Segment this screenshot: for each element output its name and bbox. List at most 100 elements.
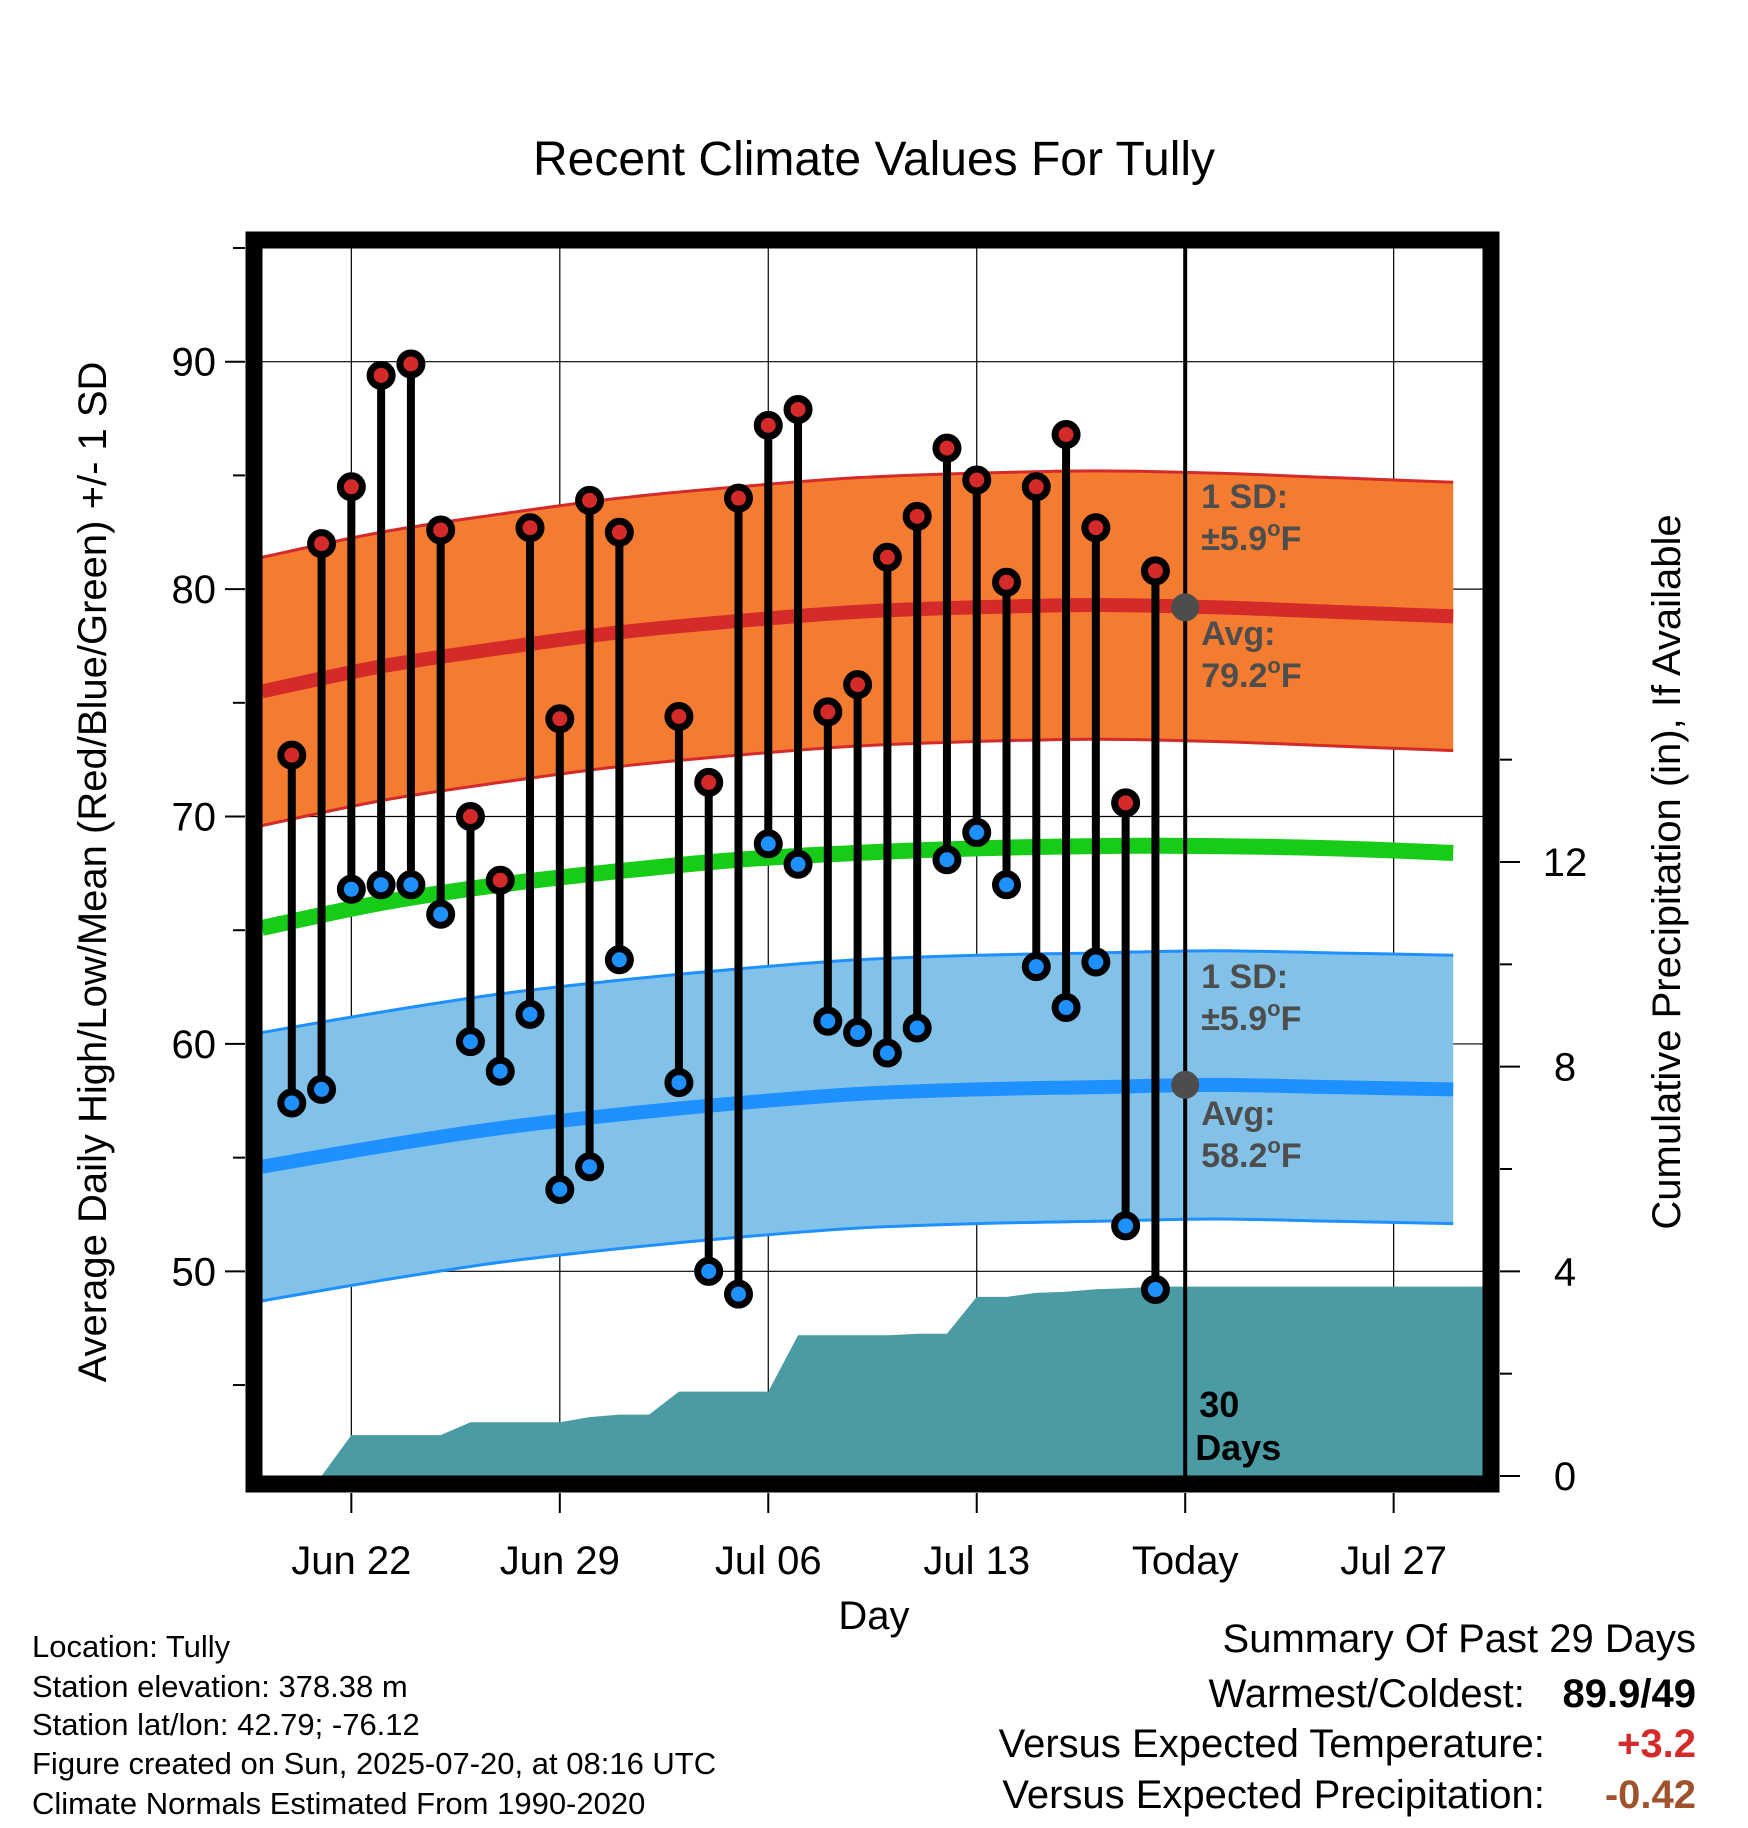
y-left-tick-label: 80 [172,568,217,612]
low-point [545,1174,575,1204]
precipitation-area [262,1286,1483,1476]
summary-warmest-value: 89.9/49 [1562,1672,1696,1716]
high-point [992,567,1022,597]
precip-area [262,1286,1483,1476]
x-axis-title: Day [838,1594,909,1638]
high-point [664,701,694,731]
daily-points [277,349,1170,1309]
summary-temp-value: +3.2 [1617,1722,1696,1766]
y-right-tick-label: 4 [1554,1250,1576,1294]
high-point [277,740,307,770]
y-axis-left-title: Average Daily High/Low/Mean (Red/Blue/Gr… [71,362,115,1383]
x-tick-label: Jun 29 [500,1539,620,1583]
high-point [396,349,426,379]
summary-temp-label: Versus Expected Temperature: [998,1722,1545,1766]
high-point [366,360,396,390]
y-right-tick-label: 12 [1543,841,1588,885]
low-point [396,870,426,900]
high-point [694,767,724,797]
high-point [455,802,485,832]
high-point [545,704,575,734]
summary-precip-label: Versus Expected Precipitation: [1002,1773,1545,1817]
y-right-tick-label: 0 [1554,1455,1576,1499]
low-point [515,999,545,1029]
summary-precip-value: -0.42 [1604,1773,1696,1817]
low-point [426,899,456,929]
high-point [932,433,962,463]
high-avg-value: 79.2oF [1201,653,1301,695]
low-point [575,1152,605,1182]
x-tick-label: Today [1132,1539,1239,1583]
high-point [962,465,992,495]
low-avg-label: Avg: [1201,1095,1275,1133]
info-normals: Climate Normals Estimated From 1990-2020 [32,1786,646,1821]
high-avg-label: Avg: [1201,615,1275,653]
low-point [694,1256,724,1286]
summary-warmest-row: Warmest/Coldest: 89.9/49 [1209,1672,1697,1717]
info-location: Location: Tully [32,1629,231,1664]
low-point [336,874,366,904]
x-tick-label: Jun 22 [291,1539,411,1583]
high-point [813,697,843,727]
low-point [813,1006,843,1036]
high-point [426,515,456,545]
summary-title: Summary Of Past 29 Days [1222,1617,1696,1661]
y-left-tick-label: 70 [172,796,217,840]
low-point [485,1056,515,1086]
high-point [515,513,545,543]
high-point [723,483,753,513]
high-sd-value: ±5.9oF [1201,516,1301,558]
low-point [723,1279,753,1309]
high-point [1081,513,1111,543]
high-point [783,394,813,424]
y-right-tick-label: 8 [1554,1046,1576,1090]
high-point [1111,788,1141,818]
high-average-line [260,598,1454,699]
high-point [902,501,932,531]
low-point [1081,947,1111,977]
low-point [753,829,783,859]
low-point [872,1038,902,1068]
high-sd-label: 1 SD: [1201,478,1288,516]
low-point [902,1013,932,1043]
chart-title: Recent Climate Values For Tully [533,133,1215,186]
y-left-tick-label: 90 [172,341,217,385]
low-point [1111,1211,1141,1241]
low-point [366,870,396,900]
low-point [932,845,962,875]
low-point [783,849,813,879]
summary-temp-row: Versus Expected Temperature: +3.2 [999,1722,1696,1767]
low-point [604,945,634,975]
high-point [1021,472,1051,502]
x-tick-label: Jul 06 [715,1539,822,1583]
x-tick-label: Jul 27 [1340,1539,1447,1583]
y-left-tick-label: 60 [172,1023,217,1067]
low-point [455,1027,485,1057]
low-point [962,817,992,847]
low-avg-marker [1171,1070,1200,1099]
info-elevation: Station elevation: 378.38 m [32,1669,408,1704]
window-label: Days [1195,1427,1281,1468]
high-point [1051,419,1081,449]
high-point [307,529,337,559]
high-avg-marker [1171,593,1200,622]
high-point [843,670,873,700]
low-point [307,1074,337,1104]
low-point [277,1088,307,1118]
high-point [336,472,366,502]
x-tick-label: Jul 13 [923,1539,1030,1583]
high-point [575,485,605,515]
plot-frame [245,231,1500,1493]
summary-precip-row: Versus Expected Precipitation: -0.42 [1002,1773,1696,1818]
low-point [843,1018,873,1048]
high-point [753,410,783,440]
high-point [872,542,902,572]
window-number: 30 [1199,1384,1239,1425]
high-band-upper-edge [261,469,1454,559]
low-avg-value: 58.2oF [1201,1133,1301,1175]
info-created: Figure created on Sun, 2025-07-20, at 08… [32,1746,717,1781]
summary-warmest-label: Warmest/Coldest: [1208,1672,1525,1716]
daily-range-stems [287,363,1160,1295]
